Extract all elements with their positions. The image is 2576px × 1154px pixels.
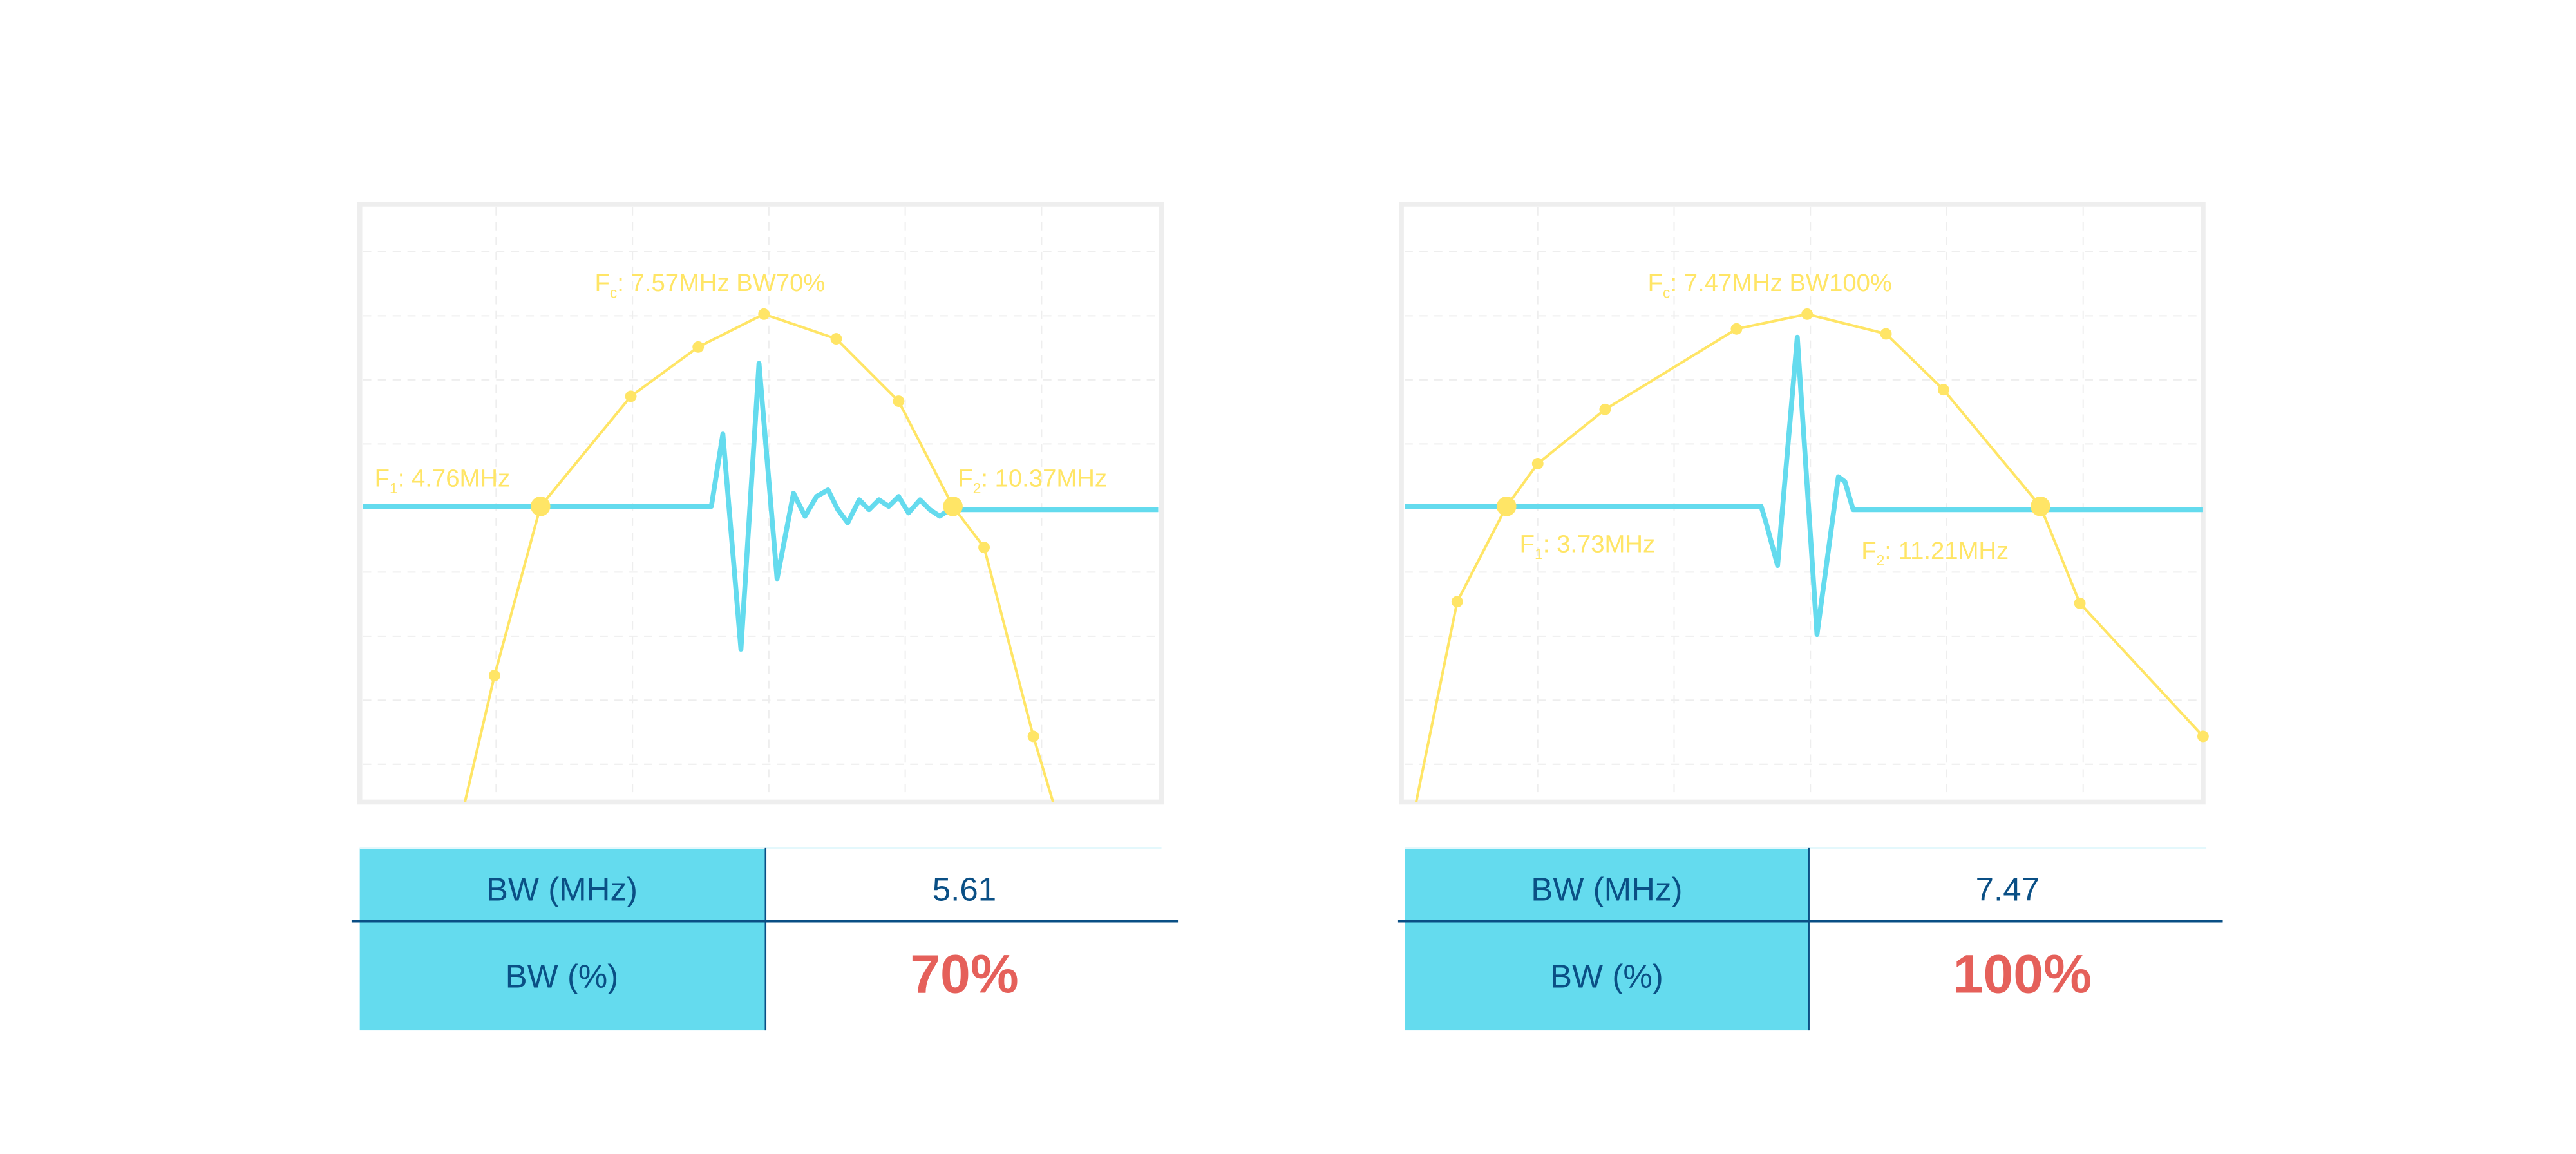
left-bw-mhz-label: BW (MHz) [486, 871, 638, 908]
left-spectrum-curve [463, 312, 1055, 803]
left-f2-label: F2: 10.37MHz [958, 465, 1107, 497]
right-fc-label: Fc: 7.47MHz BW100% [1648, 269, 1892, 301]
right-panel: Fc: 7.47MHz BW100% F1: 3.73MHz F2: 11.21… [1397, 202, 2223, 1031]
left-bandwidth-table: BW (MHz) 5.61 BW (%) 70% [351, 847, 1179, 1031]
left-table-header-column [359, 847, 766, 1031]
right-bandwidth-table: BW (MHz) 7.47 BW (%) 100% [1397, 847, 2223, 1031]
left-spectrum-points [488, 308, 1039, 743]
left-fc-label: Fc: 7.57MHz BW70% [594, 269, 825, 301]
left-f1-marker [530, 497, 551, 516]
left-bw-percent-value: 70% [910, 943, 1018, 1004]
right-spectrum-points [1451, 308, 2209, 743]
right-f1-label: F1: 3.73MHz [1520, 531, 1655, 562]
left-f2-marker [943, 497, 963, 516]
left-panel: Fc: 7.57MHz BW70% F1: 4.76MHz F2: 10.37M… [351, 202, 1179, 1031]
right-bw-percent-value: 100% [1953, 943, 2092, 1004]
right-chart-frame [1399, 202, 2206, 805]
right-f2-marker [2031, 497, 2050, 516]
left-pulse-waveform [363, 361, 1159, 652]
left-bw-percent-label: BW (%) [506, 958, 619, 995]
right-bw-percent-label: BW (%) [1550, 958, 1663, 995]
left-f1-label: F1: 4.76MHz [375, 465, 510, 497]
left-chart-frame [357, 202, 1164, 805]
right-pulse-waveform [1405, 334, 2203, 638]
right-f2-label: F2: 11.21MHz [1861, 537, 2009, 569]
right-table-header-column [1405, 847, 1809, 1031]
left-bw-mhz-value: 5.61 [933, 871, 996, 908]
right-bw-mhz-value: 7.47 [1976, 871, 2040, 908]
right-f1-marker [1496, 497, 1517, 516]
right-bw-mhz-label: BW (MHz) [1531, 871, 1682, 908]
right-spectrum-curve [1414, 312, 2204, 802]
